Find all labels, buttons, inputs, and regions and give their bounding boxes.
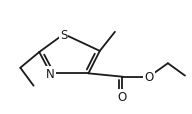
Text: O: O	[144, 71, 154, 83]
Text: O: O	[118, 91, 127, 104]
Text: N: N	[46, 67, 55, 80]
Text: S: S	[60, 28, 68, 41]
